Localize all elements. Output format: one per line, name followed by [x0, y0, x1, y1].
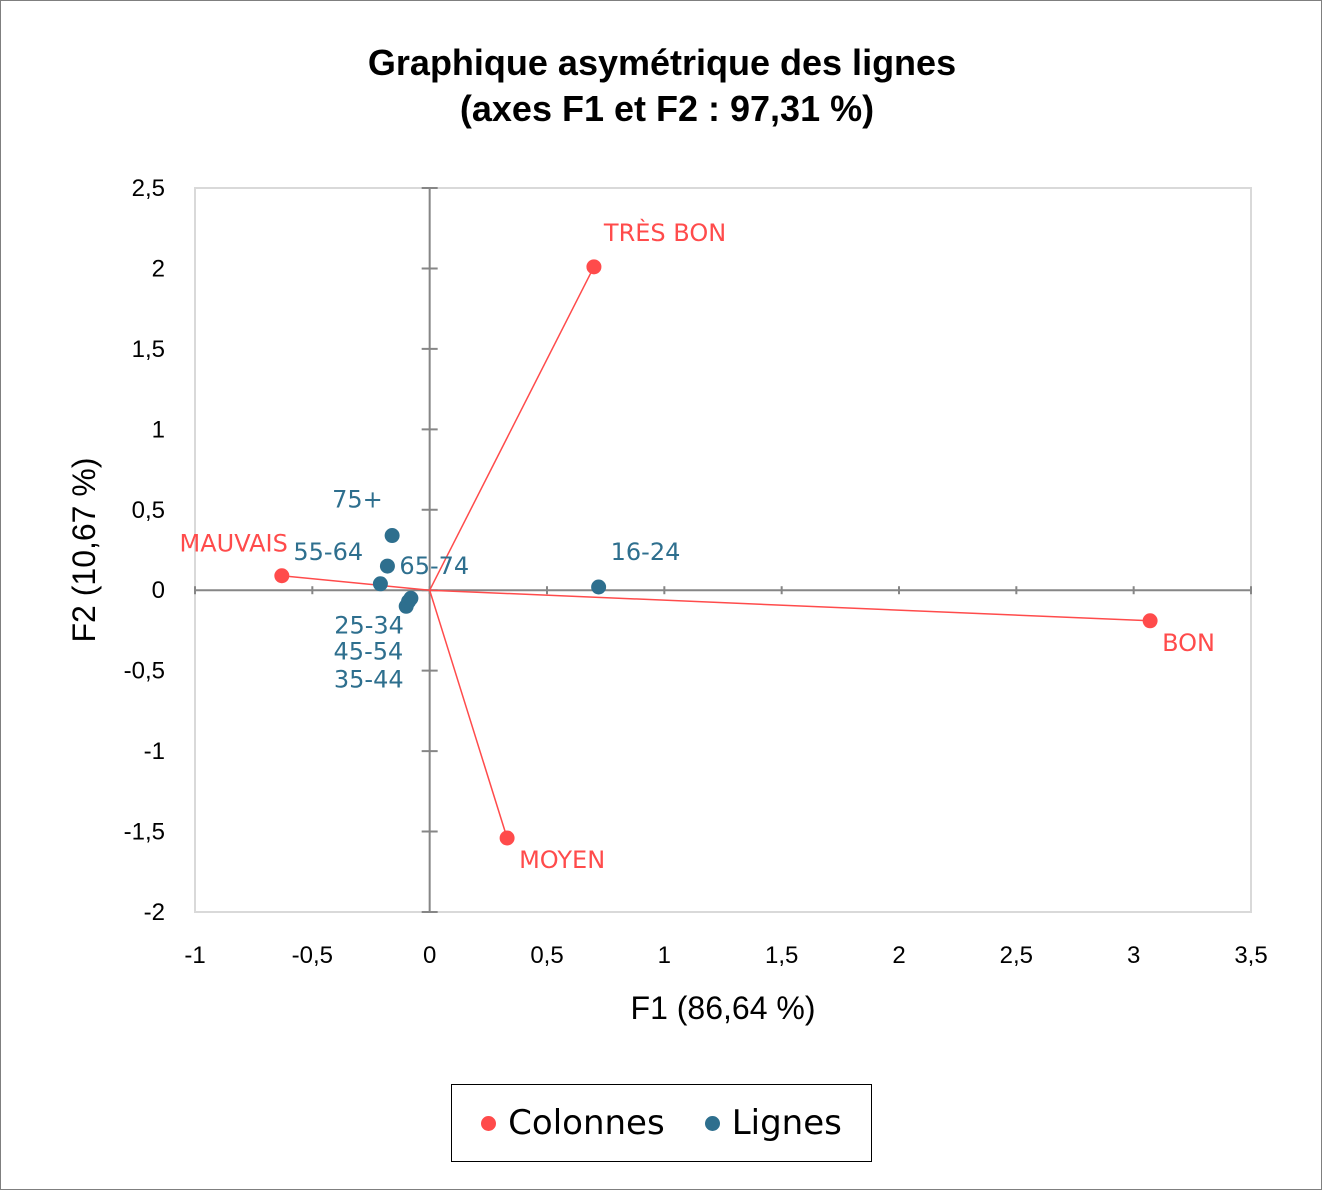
x-axis-label: F1 (86,64 %)	[631, 990, 816, 1026]
legend: Colonnes Lignes	[451, 1084, 872, 1162]
data-point	[274, 568, 290, 584]
data-label: 25-34	[334, 611, 404, 639]
data-label: 35-44	[334, 665, 404, 693]
y-tick-label: 0	[152, 577, 165, 604]
vector-line	[429, 589, 1151, 622]
x-tick-label: 2,5	[1000, 942, 1033, 969]
y-tick-label: 2,5	[132, 175, 165, 202]
y-tick-label: 2	[152, 255, 165, 282]
data-label: 45-54	[334, 637, 404, 665]
y-tick-label: -1	[144, 738, 165, 765]
y-axis-label: F2 (10,67 %)	[66, 458, 102, 643]
data-label: MOYEN	[519, 846, 605, 874]
legend-marker-colonnes	[481, 1115, 497, 1131]
data-point	[379, 558, 395, 574]
x-tick-label: 1	[658, 942, 671, 969]
data-point	[1142, 613, 1158, 629]
data-label: MAUVAIS	[180, 530, 288, 558]
data-label: 55-64	[293, 538, 363, 566]
data-label: 16-24	[611, 538, 681, 566]
data-point	[403, 590, 419, 606]
vector-line	[428, 589, 508, 839]
legend-label-lignes: Lignes	[731, 1103, 842, 1143]
data-point	[586, 259, 602, 275]
plot-area	[194, 187, 1252, 913]
vector-line	[281, 574, 430, 591]
x-tick-label: 3,5	[1234, 942, 1267, 969]
y-tick-label: 0,5	[132, 497, 165, 524]
y-tick-label: -1,5	[124, 819, 165, 846]
y-tick-label: 1,5	[132, 336, 165, 363]
y-tick-label: -2	[144, 899, 165, 926]
x-tick-label: 0	[423, 942, 436, 969]
legend-label-colonnes: Colonnes	[508, 1103, 665, 1143]
legend-item-colonnes: Colonnes	[481, 1103, 665, 1143]
data-point	[384, 528, 400, 544]
data-point	[372, 576, 388, 592]
x-tick-label: 3	[1127, 942, 1140, 969]
x-tick-label: 1,5	[765, 942, 798, 969]
legend-marker-lignes	[704, 1115, 720, 1131]
x-tick-label: 0,5	[530, 942, 563, 969]
legend-item-lignes: Lignes	[704, 1103, 842, 1143]
vector-line	[428, 266, 595, 591]
x-tick-label: 2	[892, 942, 905, 969]
y-tick-label: 1	[152, 416, 165, 443]
chart-title-line2: (axes F1 et F2 : 97,31 %)	[460, 88, 874, 129]
x-tick-label: -1	[184, 942, 205, 969]
data-label: BON	[1162, 629, 1215, 657]
data-point	[499, 830, 515, 846]
data-label: 65-74	[399, 552, 469, 580]
y-tick-label: -0,5	[124, 658, 165, 685]
x-tick-label: -0,5	[292, 942, 333, 969]
data-label: TRÈS BON	[603, 218, 726, 247]
data-label: 75+	[332, 486, 383, 514]
chart-title-line1: Graphique asymétrique des lignes	[368, 42, 956, 83]
data-point	[591, 579, 607, 595]
